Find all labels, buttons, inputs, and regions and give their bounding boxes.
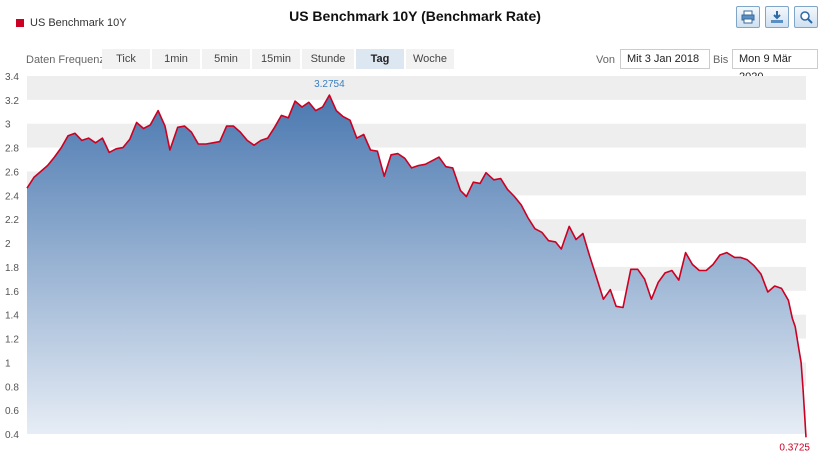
frequency-option-woche[interactable]: Woche bbox=[406, 49, 454, 69]
y-tick-label: 2 bbox=[5, 239, 11, 250]
frequency-option-5min[interactable]: 5min bbox=[202, 49, 250, 69]
y-tick-label: 3.4 bbox=[5, 72, 19, 83]
download-button[interactable] bbox=[765, 6, 789, 28]
y-tick-label: 0.6 bbox=[5, 406, 19, 417]
from-label: Von bbox=[596, 54, 615, 66]
annotations: 3.2754 0.3725 bbox=[314, 79, 810, 453]
y-tick-label: 3.2 bbox=[5, 96, 19, 107]
min-value-label: 0.3725 bbox=[779, 442, 810, 453]
to-date-field[interactable]: Mon 9 Mär 2020 bbox=[732, 49, 818, 83]
y-tick-label: 0.8 bbox=[5, 382, 19, 393]
y-tick-label: 0.4 bbox=[5, 430, 19, 441]
frequency-option-tick[interactable]: Tick bbox=[102, 49, 150, 69]
max-value-label: 3.2754 bbox=[314, 79, 345, 90]
frequency-option-stunde[interactable]: Stunde bbox=[302, 49, 354, 69]
frequency-bar: Daten Frequenz Tick 1min 5min 15min Stunde Ta… bbox=[0, 49, 830, 83]
legend-swatch bbox=[16, 19, 24, 27]
y-tick-label: 2.8 bbox=[5, 144, 19, 155]
print-icon bbox=[741, 10, 755, 24]
series-line bbox=[26, 94, 807, 438]
y-tick-label: 1 bbox=[5, 358, 11, 369]
frequency-option-tag[interactable]: Tag bbox=[356, 49, 404, 69]
to-label: Bis bbox=[713, 54, 729, 66]
series-area bbox=[27, 95, 806, 438]
frequency-option-1min[interactable]: 1min bbox=[152, 49, 200, 69]
from-date-field[interactable]: Mit 3 Jan 2018 bbox=[620, 49, 710, 69]
frequency-options: Tick 1min 5min 15min Stunde Tag Woche bbox=[102, 49, 454, 69]
grid-band bbox=[27, 76, 806, 100]
y-tick-label: 2.2 bbox=[5, 215, 19, 226]
frequency-option-15min[interactable]: 15min bbox=[252, 49, 300, 69]
y-tick-label: 1.2 bbox=[5, 335, 19, 346]
y-axis: 3.4 3.2 3 2.8 2.6 2.4 2.2 2 1.8 1.6 1.4 1.2 1 0.8 0.6 0… bbox=[5, 72, 19, 441]
y-tick-label: 1.6 bbox=[5, 287, 19, 298]
chart-legend[interactable]: US Benchmark 10Y bbox=[16, 17, 127, 29]
y-tick-label: 2.4 bbox=[5, 191, 19, 202]
chart-toolbar bbox=[736, 6, 818, 28]
chart-title: US Benchmark 10Y (Benchmark Rate) bbox=[289, 8, 541, 24]
zoom-icon bbox=[800, 11, 813, 24]
y-tick-label: 3 bbox=[5, 120, 11, 131]
zoom-button[interactable] bbox=[794, 6, 818, 28]
print-button[interactable] bbox=[736, 6, 760, 28]
frequency-label: Daten Frequenz bbox=[26, 54, 105, 66]
y-tick-label: 2.6 bbox=[5, 167, 19, 178]
y-tick-label: 1.4 bbox=[5, 311, 19, 322]
legend-label: US Benchmark 10Y bbox=[30, 17, 127, 29]
y-tick-label: 1.8 bbox=[5, 263, 19, 274]
download-icon bbox=[771, 11, 783, 23]
